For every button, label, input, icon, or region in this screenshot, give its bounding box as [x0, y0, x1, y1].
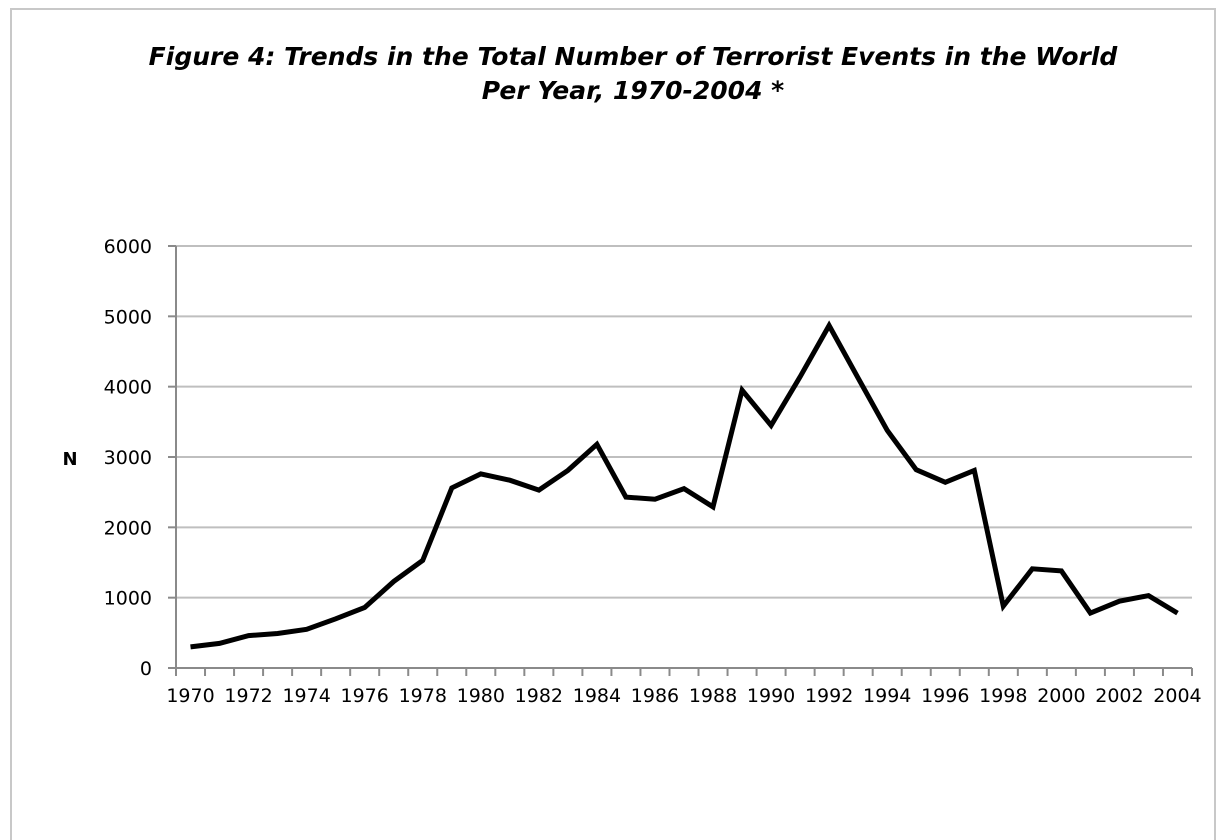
- x-tick-label: 1988: [689, 685, 737, 707]
- y-tick-labels: 0 1000 2000 3000 4000 5000 6000: [104, 236, 152, 680]
- axes: [168, 245, 1193, 676]
- series-layer: [190, 320, 1179, 650]
- x-tick-label: 1980: [457, 685, 505, 707]
- x-tick-label: 1982: [515, 685, 563, 707]
- x-tick-label: 1974: [282, 685, 330, 707]
- x-tick-label: 1976: [341, 685, 389, 707]
- y-tick-label: 5000: [104, 306, 152, 328]
- chart-frame: [10, 8, 1216, 840]
- x-tick-label: 1990: [747, 685, 795, 707]
- x-tick-label: 2002: [1095, 685, 1143, 707]
- y-tick-label: 3000: [104, 447, 152, 469]
- x-tick-label: 2000: [1037, 685, 1085, 707]
- series-line: [190, 320, 1179, 650]
- chart-title: Figure 4: Trends in the Total Number of …: [148, 42, 1118, 105]
- y-tick-label: 6000: [104, 236, 152, 258]
- x-tick-label: 2004: [1153, 685, 1201, 707]
- x-tick-label: 1992: [805, 685, 853, 707]
- y-tick-label: 0: [140, 658, 152, 680]
- x-tick-label: 1972: [224, 685, 272, 707]
- x-tick-labels: 1970 1972 1974 1976 1978 1980 1982 1984 1986 1988…: [166, 685, 1201, 707]
- x-tick-label: 1998: [979, 685, 1027, 707]
- grid-lines: [176, 245, 1192, 599]
- x-tick-label: 1996: [921, 685, 969, 707]
- y-tick-label: 4000: [104, 377, 152, 399]
- x-tick-label: 1984: [573, 685, 621, 707]
- x-tick-label: 1994: [863, 685, 911, 707]
- y-tick-label: 1000: [104, 588, 152, 610]
- y-tick-label: 2000: [104, 517, 152, 539]
- x-tick-label: 1986: [631, 685, 679, 707]
- y-axis-title: N: [62, 449, 77, 470]
- x-tick-label: 1970: [166, 685, 214, 707]
- x-tick-label: 1978: [399, 685, 447, 707]
